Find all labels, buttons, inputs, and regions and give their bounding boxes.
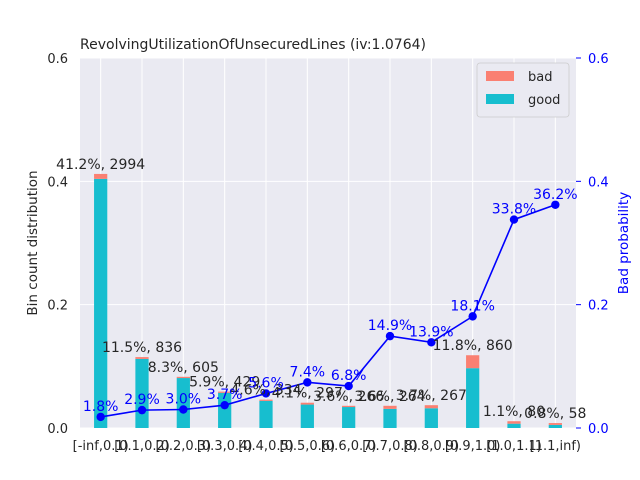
line-point: [261, 389, 271, 398]
left-axis-ticks: 0.0 0.2 0.4 0.6: [47, 52, 68, 437]
bar-good: [218, 392, 232, 428]
chart-title: RevolvingUtilizationOfUnsecuredLines (iv…: [80, 37, 426, 53]
line-label: 18.1%: [450, 298, 494, 314]
line-label: 7.4%: [290, 364, 326, 380]
legend-label-bad: bad: [528, 70, 552, 85]
bar-label: 4.6%, 334: [230, 383, 301, 399]
line-point: [427, 338, 436, 347]
line-label: 3.7%: [207, 387, 243, 403]
x-tick-label: [0.9,1.0): [445, 439, 501, 454]
line-point: [220, 400, 229, 410]
bar-good: [300, 404, 314, 428]
line-point: [137, 405, 147, 415]
line-point: [468, 312, 477, 321]
left-tick-label: 0.2: [47, 299, 68, 314]
bar-series: [94, 173, 562, 428]
bar-good: [424, 408, 438, 428]
line-point: [344, 381, 353, 391]
bar-bad: [466, 355, 480, 369]
right-tick-label: 0.2: [588, 299, 609, 314]
right-tick-label: 0.0: [588, 422, 609, 437]
bar-label: 1.1%, 80: [483, 404, 545, 420]
x-tick-label: [0.6,0.7): [321, 439, 377, 454]
bar-bad: [548, 423, 562, 425]
line-point: [509, 215, 519, 224]
bar-good: [259, 400, 273, 428]
left-tick-label: 0.4: [47, 175, 68, 190]
line-label: 33.8%: [492, 202, 536, 218]
bar-good: [383, 408, 397, 428]
bar-good: [466, 368, 480, 428]
bar-label: 8.3%, 605: [148, 360, 219, 376]
x-tick-label: [0.2,0.3): [156, 439, 212, 454]
bar-bad: [176, 376, 190, 379]
line-label: 3.0%: [166, 392, 202, 408]
bar-label: 4.1%, 297: [272, 386, 343, 402]
left-tick-label: 0.6: [47, 52, 68, 67]
bar-bad: [135, 357, 149, 359]
x-tick-label: [0.4,0.5): [238, 439, 294, 454]
bar-label: 0.8%, 58: [524, 406, 586, 422]
bad-probability-path: [100, 204, 556, 418]
grid-lines: [80, 57, 576, 429]
bar-label: 11.5%, 836: [102, 340, 182, 356]
legend-swatch-good: [486, 94, 514, 104]
left-axis-label: Bin count distribution: [25, 170, 41, 315]
x-tick-label: [0.3,0.4): [197, 439, 253, 454]
line-label: 6.8%: [331, 368, 367, 384]
bar-good: [342, 407, 356, 428]
line-label: 36.2%: [533, 187, 577, 203]
bar-label: 3.7%, 267: [396, 388, 467, 404]
bar-good: [507, 423, 521, 428]
line-point: [96, 412, 105, 422]
bar-label: 41.2%, 2994: [56, 157, 145, 173]
line-label: 1.8%: [83, 399, 119, 415]
plot-background: [80, 58, 576, 428]
bad-probability-line: [96, 200, 560, 422]
line-label: 13.9%: [409, 324, 453, 340]
right-tick-label: 0.4: [588, 175, 609, 190]
bar-bad: [342, 405, 356, 408]
bar-good: [176, 378, 190, 428]
legend: bad good: [476, 62, 570, 118]
line-point: [385, 331, 395, 341]
bar-label: 3.6%, 266: [313, 389, 384, 405]
bar-bad: [424, 405, 438, 409]
x-tick-label: [0.8,0.9): [404, 439, 460, 454]
x-tick-label: [0.7,0.8): [362, 439, 418, 454]
bar-bad: [259, 399, 273, 401]
line-label: 14.9%: [368, 318, 412, 334]
right-tick-label: 0.6: [588, 52, 609, 67]
line-point: [551, 200, 560, 209]
legend-label-good: good: [528, 93, 560, 108]
line-label: 2.9%: [124, 392, 160, 408]
bar-good: [94, 178, 108, 428]
left-tick-label: 0.0: [47, 422, 68, 437]
x-tick-label: [1.1,inf): [530, 439, 581, 454]
line-labels: 1.8% 2.9% 3.0% 3.7% 5.6% 7.4% 6.8% 14.9%13.9% 18…: [83, 187, 578, 415]
line-point: [179, 405, 188, 414]
bar-bad: [300, 402, 314, 405]
right-axis-ticks: 0.0 0.2 0.4 0.6: [576, 52, 609, 437]
bar-bad: [218, 391, 232, 393]
bar-label: 3.6%, 264: [354, 389, 425, 405]
line-label: 5.6%: [248, 375, 284, 391]
x-tick-label: [-inf,0.1): [73, 439, 129, 454]
bar-bad: [94, 173, 108, 179]
x-tick-label: [0.5,0.6): [280, 439, 336, 454]
bar-label: 5.9%, 429: [189, 375, 260, 391]
legend-swatch-bad: [486, 71, 514, 81]
right-axis-label: Bad probability: [616, 192, 632, 294]
bar-bad: [383, 405, 397, 409]
bar-good: [548, 424, 562, 428]
bar-label: 11.8%, 860: [433, 338, 513, 354]
bar-bad: [507, 421, 521, 424]
line-point: [303, 378, 312, 387]
x-tick-label: [1.0,1.1): [486, 439, 542, 454]
x-axis-ticks: [-inf,0.1)[0.1,0.2)[0.2,0.3)[0.3,0.4)[0.…: [73, 439, 581, 454]
x-tick-label: [0.1,0.2): [114, 439, 170, 454]
